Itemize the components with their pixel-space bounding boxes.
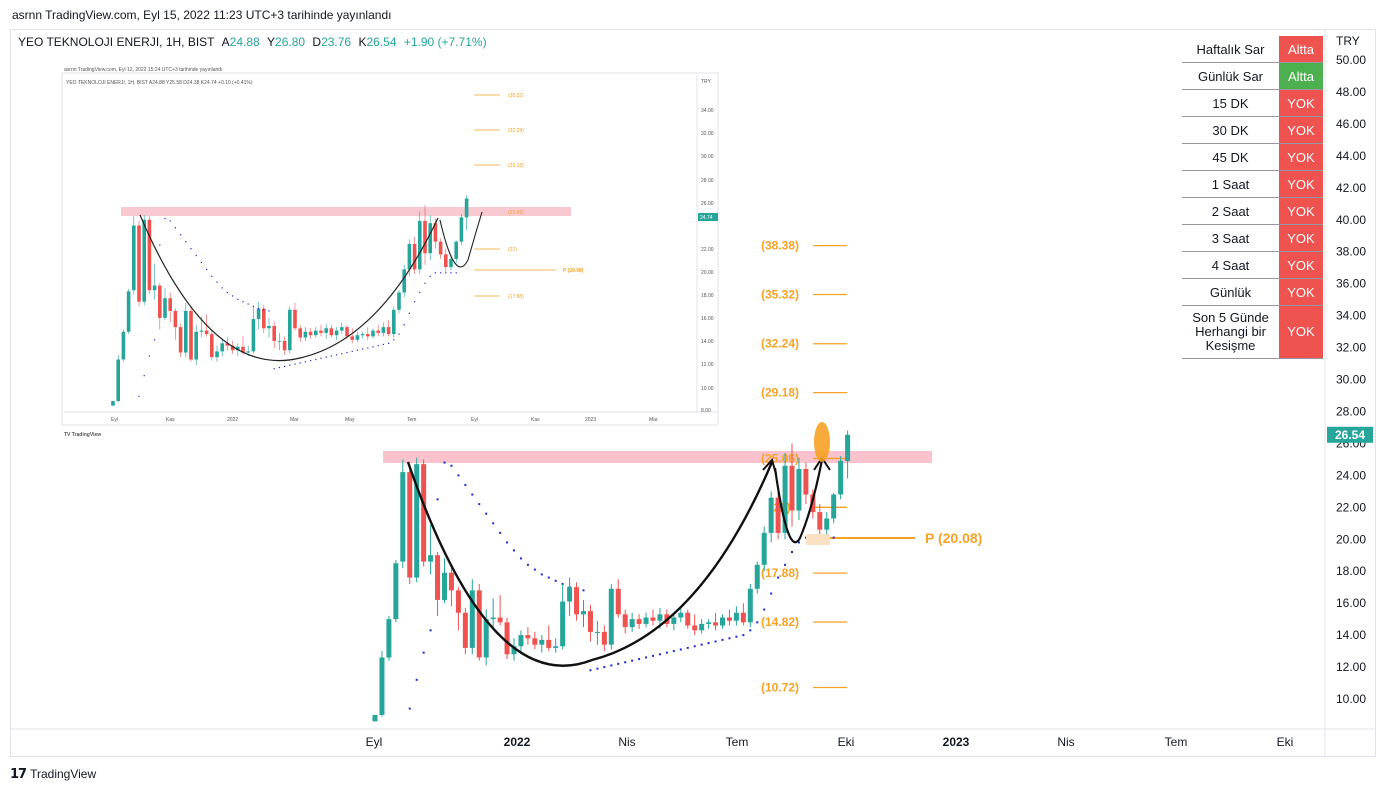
- signal-label: 30 DK: [1182, 116, 1279, 144]
- signal-table: Haftalık Sar Altta Günlük Sar Altta 15 DK YOK…: [1182, 36, 1323, 359]
- chart-frame[interactable]: [10, 29, 1376, 757]
- signal-label: 2 Saat: [1182, 197, 1279, 225]
- signal-status-badge: Altta: [1279, 36, 1323, 63]
- open-value: 24.88: [229, 35, 260, 49]
- signal-row: 2 Saat YOK: [1182, 197, 1323, 225]
- signal-label: 15 DK: [1182, 89, 1279, 117]
- signal-row: 3 Saat YOK: [1182, 224, 1323, 252]
- signal-row: Haftalık Sar Altta: [1182, 36, 1323, 63]
- signal-status-badge: Altta: [1279, 62, 1323, 90]
- signal-row: 45 DK YOK: [1182, 143, 1323, 171]
- signal-label: 3 Saat: [1182, 224, 1279, 252]
- signal-row: 30 DK YOK: [1182, 116, 1323, 144]
- signal-label: Haftalık Sar: [1182, 36, 1279, 63]
- tradingview-footer: 𝟭𝟳 TradingView: [10, 766, 96, 782]
- signal-row: 4 Saat YOK: [1182, 251, 1323, 279]
- signal-label: 45 DK: [1182, 143, 1279, 171]
- symbol-legend: YEO TEKNOLOJI ENERJI, 1H, BIST A24.88 Y2…: [18, 35, 487, 49]
- low-value: 23.76: [321, 35, 352, 49]
- signal-status-badge: YOK: [1279, 143, 1323, 171]
- signal-label: 1 Saat: [1182, 170, 1279, 198]
- high-value: 26.80: [275, 35, 306, 49]
- signal-status-badge: YOK: [1279, 251, 1323, 279]
- signal-status-badge: YOK: [1279, 278, 1323, 306]
- signal-row: Günlük Sar Altta: [1182, 62, 1323, 90]
- signal-label: 4 Saat: [1182, 251, 1279, 279]
- symbol-name: YEO TEKNOLOJI ENERJI, 1H, BIST: [18, 35, 215, 49]
- tradingview-logo-icon: 𝟭𝟳: [10, 766, 27, 781]
- signal-label: Günlük: [1182, 278, 1279, 306]
- signal-status-badge: YOK: [1279, 197, 1323, 225]
- signal-row: Son 5 Günde Herhangi bir Kesişme YOK: [1182, 305, 1323, 359]
- signal-row: Günlük YOK: [1182, 278, 1323, 306]
- signal-label: Günlük Sar: [1182, 62, 1279, 90]
- signal-row: 1 Saat YOK: [1182, 170, 1323, 198]
- signal-status-badge: YOK: [1279, 224, 1323, 252]
- publish-line: asrnn TradingView.com, Eyl 15, 2022 11:2…: [12, 8, 392, 22]
- signal-status-badge: YOK: [1279, 116, 1323, 144]
- signal-status-badge: YOK: [1279, 305, 1323, 359]
- signal-row: 15 DK YOK: [1182, 89, 1323, 117]
- signal-status-badge: YOK: [1279, 89, 1323, 117]
- signal-label: Son 5 Günde Herhangi bir Kesişme: [1182, 305, 1279, 359]
- change-value: +1.90 (+7.71%): [403, 35, 487, 49]
- close-value: 26.54: [366, 35, 397, 49]
- signal-status-badge: YOK: [1279, 170, 1323, 198]
- tradingview-brand: TradingView: [30, 767, 97, 781]
